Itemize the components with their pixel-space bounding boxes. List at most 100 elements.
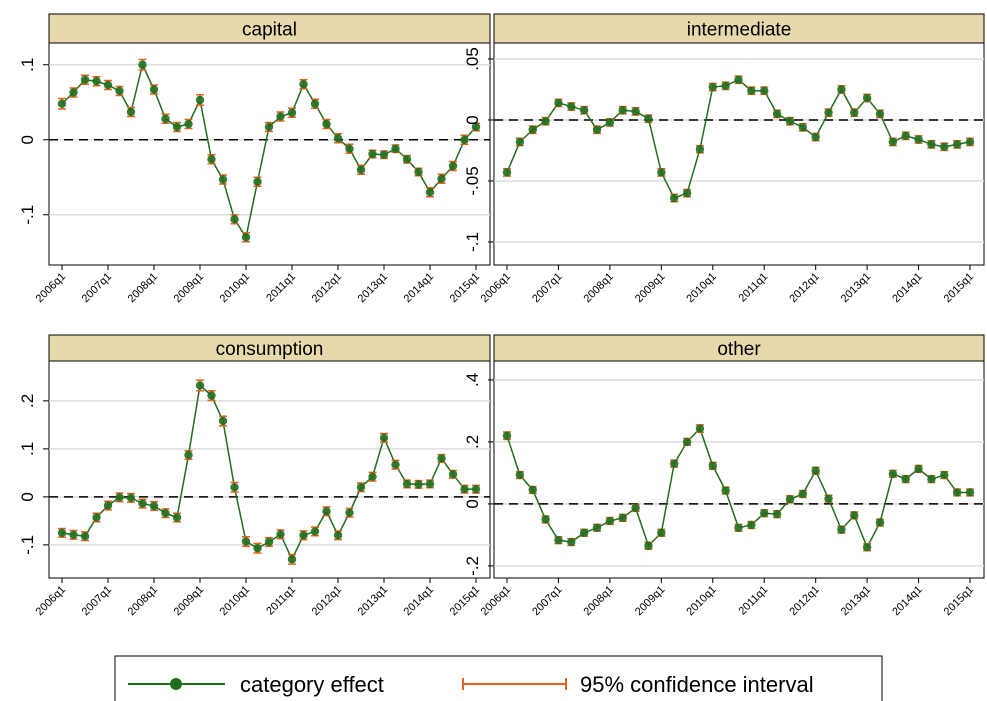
point <box>502 168 512 177</box>
point <box>195 381 205 390</box>
point <box>356 483 366 492</box>
point <box>682 437 692 447</box>
point <box>952 488 962 497</box>
point <box>103 80 113 90</box>
point <box>115 86 124 96</box>
point <box>80 75 90 84</box>
point <box>798 123 808 132</box>
point <box>322 119 331 129</box>
point <box>402 155 412 164</box>
point <box>126 107 136 117</box>
point <box>785 495 795 504</box>
point <box>299 80 308 89</box>
point <box>695 145 705 154</box>
point <box>502 431 512 440</box>
point <box>149 85 159 94</box>
point <box>927 474 936 484</box>
point <box>669 459 679 468</box>
legend-marker <box>170 678 182 690</box>
point <box>126 493 136 503</box>
point <box>92 513 101 522</box>
point <box>103 501 113 510</box>
point <box>669 193 679 203</box>
point <box>184 119 193 129</box>
point <box>299 531 308 540</box>
panel-title: capital <box>242 20 297 41</box>
y-tick-label: .2 <box>18 394 37 408</box>
point <box>605 516 615 526</box>
point <box>695 424 705 433</box>
point <box>287 108 297 117</box>
point <box>230 215 239 224</box>
point <box>253 177 262 186</box>
point <box>172 513 182 522</box>
point <box>850 511 859 520</box>
panel-header <box>493 13 985 44</box>
point <box>425 188 435 197</box>
point <box>425 479 435 489</box>
y-tick-label: -.1 <box>18 205 37 225</box>
point <box>824 108 833 117</box>
point <box>333 134 343 143</box>
point <box>80 532 90 541</box>
y-tick-label: 0 <box>18 492 37 501</box>
panel-header <box>48 13 491 44</box>
point <box>414 480 423 489</box>
point <box>682 188 692 198</box>
point <box>161 508 170 518</box>
point <box>862 543 872 552</box>
point <box>356 165 366 174</box>
y-tick-label: 0 <box>18 135 37 144</box>
point <box>850 108 859 117</box>
point <box>592 523 602 532</box>
point <box>207 155 216 164</box>
point <box>772 509 782 519</box>
point <box>368 472 377 481</box>
point <box>747 520 756 530</box>
y-tick-label: .1 <box>18 58 37 72</box>
point <box>172 122 182 132</box>
point <box>811 466 820 475</box>
point <box>657 528 666 537</box>
point <box>230 483 239 492</box>
y-tick-label: -.1 <box>463 232 482 252</box>
point <box>605 118 615 127</box>
point <box>862 93 872 103</box>
y-tick-label: -.05 <box>463 166 482 195</box>
point <box>115 493 124 502</box>
y-tick-label: -.2 <box>463 556 482 576</box>
panel-header <box>493 334 985 362</box>
point <box>138 60 147 69</box>
point <box>541 116 550 126</box>
point <box>437 454 446 463</box>
point <box>875 109 885 119</box>
point <box>567 537 576 547</box>
point <box>657 168 666 177</box>
point <box>721 81 730 91</box>
point <box>837 85 846 94</box>
point <box>901 474 910 484</box>
point <box>760 509 769 518</box>
point <box>207 391 216 400</box>
point <box>965 137 975 147</box>
point <box>631 107 640 116</box>
point <box>448 470 458 479</box>
panel-title: consumption <box>216 339 324 360</box>
point <box>322 507 331 516</box>
y-tick-label: .05 <box>463 47 482 71</box>
plot-area <box>493 360 985 579</box>
y-tick-label: 0 <box>463 115 482 124</box>
point <box>345 508 354 517</box>
point <box>824 494 833 503</box>
point <box>837 525 846 534</box>
point <box>471 122 481 132</box>
point <box>276 112 285 121</box>
panel-title: intermediate <box>687 20 792 41</box>
y-tick-label: 0 <box>463 499 482 508</box>
point <box>747 86 756 95</box>
point <box>760 86 769 95</box>
point <box>940 470 949 480</box>
point <box>368 149 377 159</box>
point <box>57 99 67 108</box>
